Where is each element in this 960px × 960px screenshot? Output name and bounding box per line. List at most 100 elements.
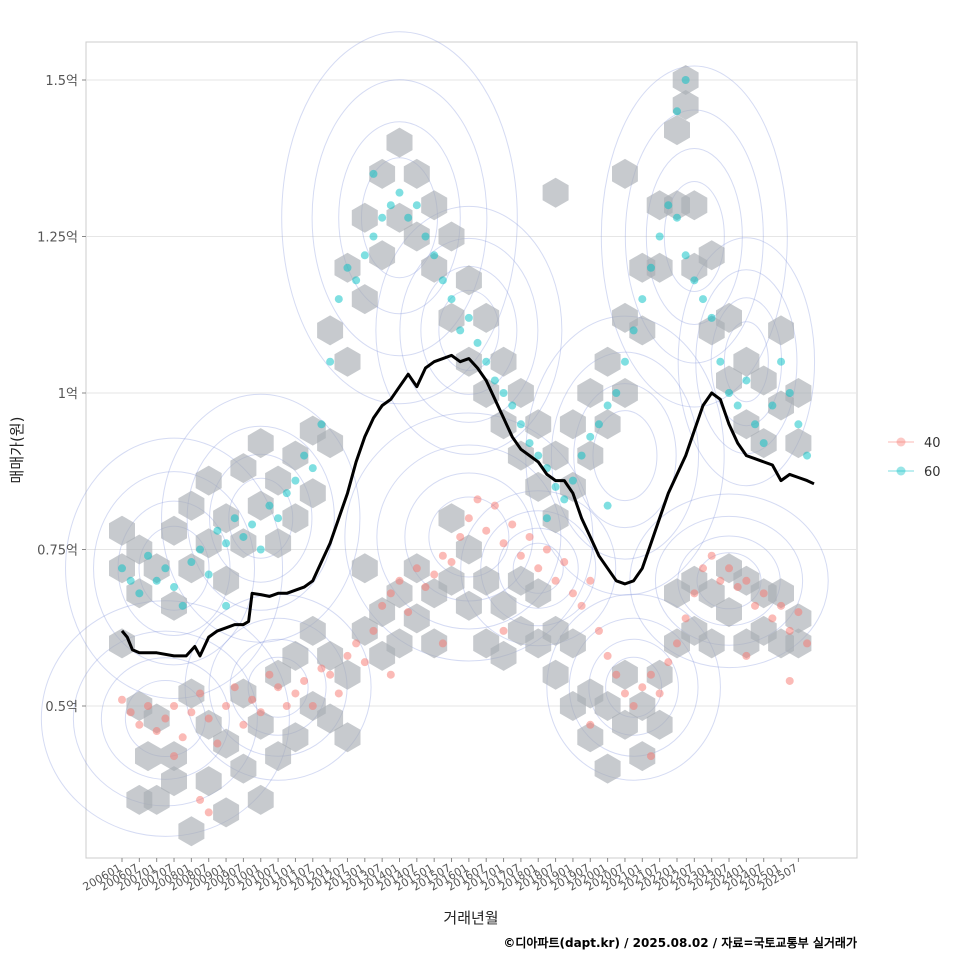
hexbin-cell-119	[455, 346, 482, 377]
density-contour-35	[281, 31, 518, 405]
point-40-73	[751, 601, 760, 610]
point-40-77	[785, 626, 794, 635]
point-40-16	[256, 708, 265, 717]
point-60-71	[733, 401, 742, 410]
point-40-42	[482, 526, 491, 535]
point-40-28	[360, 658, 369, 667]
point-40-84	[438, 639, 447, 648]
point-60-85	[603, 501, 612, 510]
hexbin-cell-38	[421, 628, 448, 659]
point-40-32	[395, 576, 404, 585]
y-tick-label-3: 1.25억	[37, 231, 78, 246]
point-60-38	[447, 295, 456, 304]
point-40-30	[378, 601, 387, 610]
point-60-19	[282, 489, 291, 498]
point-60-43	[490, 376, 499, 385]
point-40-54	[586, 576, 595, 585]
point-40-78	[794, 608, 803, 617]
point-60-83	[222, 601, 231, 610]
hexbin-cell-40	[438, 565, 465, 596]
hexbin-cell-81	[785, 628, 812, 659]
hexbin-cell-150	[716, 302, 742, 333]
point-40-1	[126, 708, 135, 717]
hexbin-cell-116	[421, 190, 448, 221]
point-40-35	[421, 583, 430, 592]
point-40-69	[716, 576, 725, 585]
point-60-7	[178, 601, 187, 610]
hexbin-cell-7	[143, 703, 170, 734]
point-40-20	[291, 689, 300, 698]
density-contour-33	[338, 121, 461, 315]
point-40-80	[170, 752, 179, 761]
point-60-75	[768, 401, 777, 410]
point-60-70	[725, 389, 734, 397]
point-60-31	[386, 201, 395, 210]
point-60-60	[638, 295, 647, 304]
hexbin-cell-111	[386, 202, 413, 233]
hexbin-cell-154	[750, 365, 777, 396]
density-contour-22	[654, 515, 804, 646]
point-60-68	[707, 313, 716, 322]
point-60-81	[681, 76, 690, 84]
point-40-71	[733, 583, 742, 592]
hexbin-cell-61	[612, 659, 638, 690]
hexbin-cell-6	[143, 784, 170, 815]
point-40-23	[317, 664, 326, 673]
hexbin-cell-96	[247, 428, 274, 459]
point-40-41	[473, 495, 482, 504]
density-contour-45	[645, 148, 743, 325]
hexbin-cell-19	[247, 709, 274, 740]
hexbin-cell-144	[664, 115, 690, 146]
point-40-10	[204, 714, 213, 723]
hexbin-cell-100	[282, 440, 309, 471]
point-60-78	[794, 420, 803, 429]
point-60-33	[404, 213, 413, 222]
point-60-53	[577, 451, 586, 460]
hexbin-cell-114	[403, 158, 430, 189]
density-contour-48	[723, 321, 769, 403]
point-60-35	[421, 232, 430, 241]
point-40-89	[785, 676, 794, 685]
hexbin-cell-127	[525, 471, 552, 502]
point-40-66	[690, 589, 699, 598]
density-contour-8	[428, 496, 510, 578]
point-60-64	[672, 213, 681, 222]
point-60-32	[395, 188, 404, 197]
density-contour-14	[480, 510, 597, 627]
point-40-36	[430, 570, 439, 579]
hexbin-cell-14	[213, 797, 240, 828]
hexbin-cell-25	[299, 615, 326, 646]
scatter-points	[118, 76, 812, 817]
point-60-27	[352, 276, 361, 285]
hexbin-cell-29	[334, 722, 361, 753]
density-contour-13	[497, 527, 579, 609]
point-60-21	[300, 451, 309, 460]
point-60-28	[360, 251, 369, 260]
point-40-79	[803, 639, 812, 648]
point-40-43	[490, 501, 499, 510]
density-contour-51	[677, 237, 816, 487]
hexbin-cell-139	[629, 315, 656, 346]
point-60-59	[629, 326, 638, 335]
hexbin-cell-87	[178, 553, 205, 584]
density-contour-19	[546, 593, 721, 781]
hexbin-cell-131	[559, 471, 586, 502]
hexbin-cell-43	[455, 534, 482, 565]
point-40-37	[438, 551, 447, 560]
point-60-65	[681, 251, 690, 260]
hexbin-cell-92	[213, 565, 240, 596]
point-40-62	[655, 689, 664, 698]
hexbin-cell-42	[455, 590, 482, 621]
hexbin-cell-51	[525, 578, 552, 609]
hexbin-cell-110	[369, 158, 396, 189]
hexbin-cell-22	[282, 722, 309, 753]
point-60-45	[508, 401, 517, 410]
density-contour-5	[229, 638, 327, 736]
hexbin-cell-16	[230, 753, 257, 784]
point-40-22	[308, 702, 317, 710]
hexbin-cell-134	[577, 378, 604, 408]
hexbin-cell-80	[785, 603, 812, 634]
point-40-47	[525, 532, 534, 541]
point-40-88	[742, 651, 751, 660]
